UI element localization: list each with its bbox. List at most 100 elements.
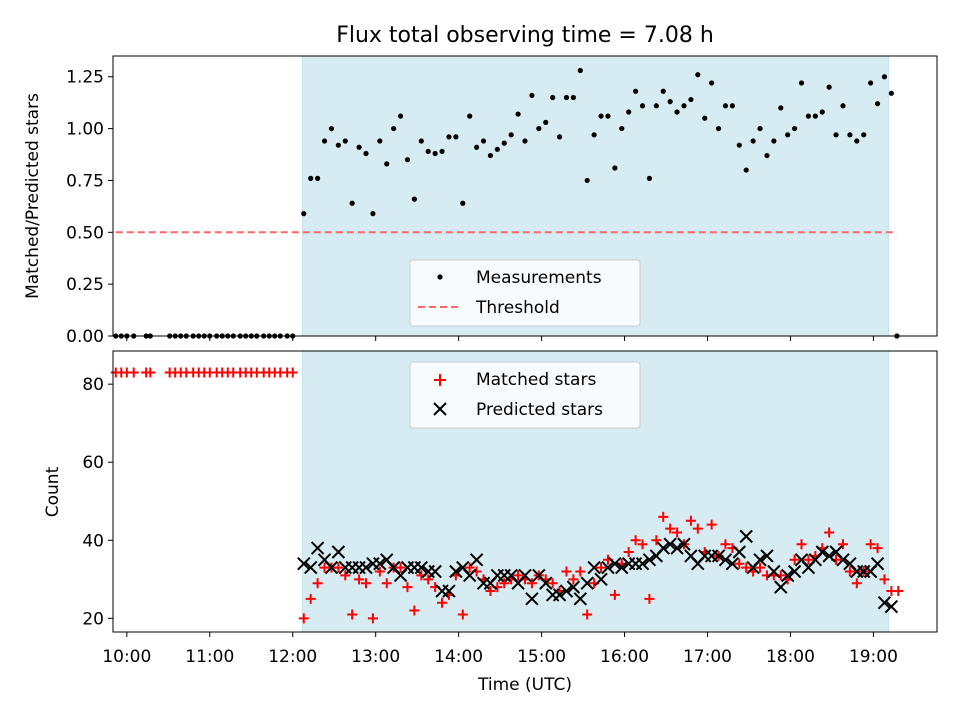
legend-threshold-label: Threshold (475, 298, 560, 318)
count-y-axis-label: Count (43, 466, 63, 517)
matched-star-point (623, 546, 634, 557)
x-tick-label: 10:00 (102, 647, 151, 667)
predicted-star-point (615, 560, 629, 575)
matched-star-point (128, 367, 139, 378)
measurement-point (854, 138, 860, 144)
measurement-point (301, 211, 307, 217)
ratio-y-axis-label: Matched/Predicted stars (23, 93, 43, 299)
measurement-point (543, 119, 549, 125)
measurement-point (418, 138, 424, 144)
ratio-legend: Measurements Threshold (409, 259, 641, 327)
count-legend: Matched stars Predicted stars (409, 361, 641, 429)
predicted-star-point (373, 556, 387, 571)
x-tick-label: 18:00 (766, 647, 815, 667)
measurement-point (342, 138, 348, 144)
measurement-point (681, 103, 687, 109)
predicted-star-point (414, 560, 429, 575)
predicted-star-point (739, 529, 753, 544)
measurement-point (798, 80, 805, 86)
measurement-point (591, 132, 597, 138)
predicted-star-point (760, 549, 774, 563)
matched-star-point (865, 539, 876, 550)
matched-star-point (644, 593, 655, 604)
matched-star-point (457, 609, 468, 620)
measurement-point (425, 148, 431, 155)
legend-matched-label: Matched stars (476, 370, 596, 390)
matched-star-point (409, 605, 420, 616)
matched-star-point (609, 589, 620, 600)
measurement-point (771, 138, 777, 144)
predicted-star-point (580, 576, 594, 590)
measurement-point (522, 138, 528, 144)
x-tick-label: 17:00 (683, 647, 732, 667)
matched-star-point (851, 578, 862, 589)
measurement-point (536, 125, 542, 132)
measurement-point (702, 115, 708, 121)
matched-star-point (298, 613, 309, 624)
ratio-y-tick-label: 1.00 (66, 120, 104, 140)
measurement-point (391, 125, 397, 132)
measurement-point (487, 152, 494, 159)
measurement-point (515, 111, 521, 117)
measurement-point (446, 134, 452, 140)
measurement-point (577, 67, 583, 74)
predicted-star-point (642, 553, 657, 567)
measurement-point (356, 144, 362, 150)
measurement-point (874, 101, 881, 107)
matched-star-point (287, 367, 298, 378)
measurement-point (729, 103, 735, 109)
measurement-point (888, 90, 894, 96)
predicted-star-point (601, 560, 615, 575)
count-y-tick-label: 60 (82, 453, 104, 473)
predicted-star-point (732, 545, 747, 559)
measurement-point (563, 94, 570, 101)
matched-star-point (685, 515, 696, 526)
count-y-axis: 20 40 60 80 (82, 375, 113, 629)
matched-star-point (872, 543, 883, 554)
count-marks (110, 367, 904, 624)
legend-matched-marker (434, 374, 446, 386)
matched-star-point (526, 578, 537, 589)
matched-star-point (706, 519, 717, 530)
measurement-point (660, 88, 666, 94)
matched-star-point (464, 562, 475, 573)
predicted-star-point (884, 599, 899, 614)
predicted-star-point (449, 564, 463, 579)
matched-star-point (395, 562, 406, 573)
matched-star-point (312, 578, 323, 589)
matched-star-point (893, 586, 904, 597)
ratio-panel: Flux total observing time = 7.08 h 0.000… (23, 23, 938, 347)
matched-star-point (741, 562, 752, 573)
matched-star-point (734, 558, 745, 569)
predicted-star-point (525, 592, 539, 606)
predicted-star-point (428, 564, 442, 579)
x-tick-label: 12:00 (268, 647, 317, 667)
matched-star-point (437, 597, 448, 608)
predicted-star-point (297, 556, 311, 571)
measurement-point (695, 72, 701, 78)
measurement-point (501, 140, 507, 146)
matched-star-point (547, 578, 558, 589)
measurement-point (377, 138, 383, 144)
measurement-point (826, 84, 832, 90)
ratio-plot-frame (112, 55, 938, 337)
measurement-point (529, 92, 535, 99)
predicted-star-point (442, 584, 456, 598)
measurement-point (785, 132, 791, 138)
measurement-point (315, 175, 321, 181)
measurement-point (868, 80, 874, 86)
legend-predicted-label: Predicted stars (476, 400, 603, 420)
predicted-star-point (359, 560, 373, 575)
matched-star-point (423, 574, 434, 585)
x-tick-label: 11:00 (185, 647, 234, 667)
predicted-star-point (462, 568, 477, 583)
predicted-star-point (780, 568, 795, 583)
predicted-star-point (656, 541, 670, 555)
measurement-point (674, 109, 680, 115)
legend-measurements-label: Measurements (476, 268, 602, 288)
matched-star-point (561, 566, 572, 577)
predicted-star-point (559, 584, 574, 598)
matched-star-point (513, 570, 524, 581)
count-x-axis: 10:00 11:00 12:00 13:00 14:00 15:00 16:00 17:00… (102, 632, 898, 667)
